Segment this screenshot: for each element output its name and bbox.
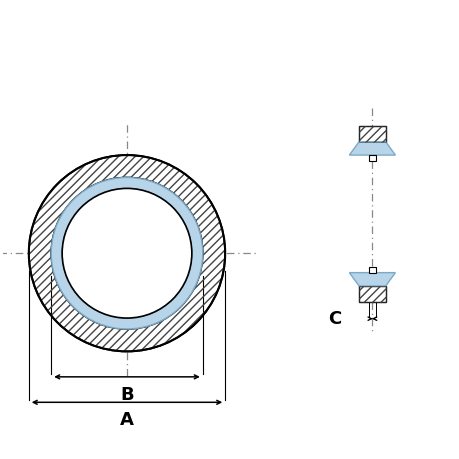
Polygon shape xyxy=(368,267,375,273)
Text: C: C xyxy=(327,309,340,327)
Polygon shape xyxy=(348,142,395,156)
Text: B: B xyxy=(120,385,134,403)
Polygon shape xyxy=(348,273,395,286)
Polygon shape xyxy=(358,286,385,302)
Polygon shape xyxy=(368,156,375,162)
Polygon shape xyxy=(358,127,385,142)
Text: A: A xyxy=(120,410,134,428)
Circle shape xyxy=(62,189,191,319)
